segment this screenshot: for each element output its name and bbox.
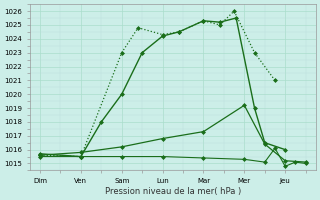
- X-axis label: Pression niveau de la mer( hPa ): Pression niveau de la mer( hPa ): [105, 187, 241, 196]
